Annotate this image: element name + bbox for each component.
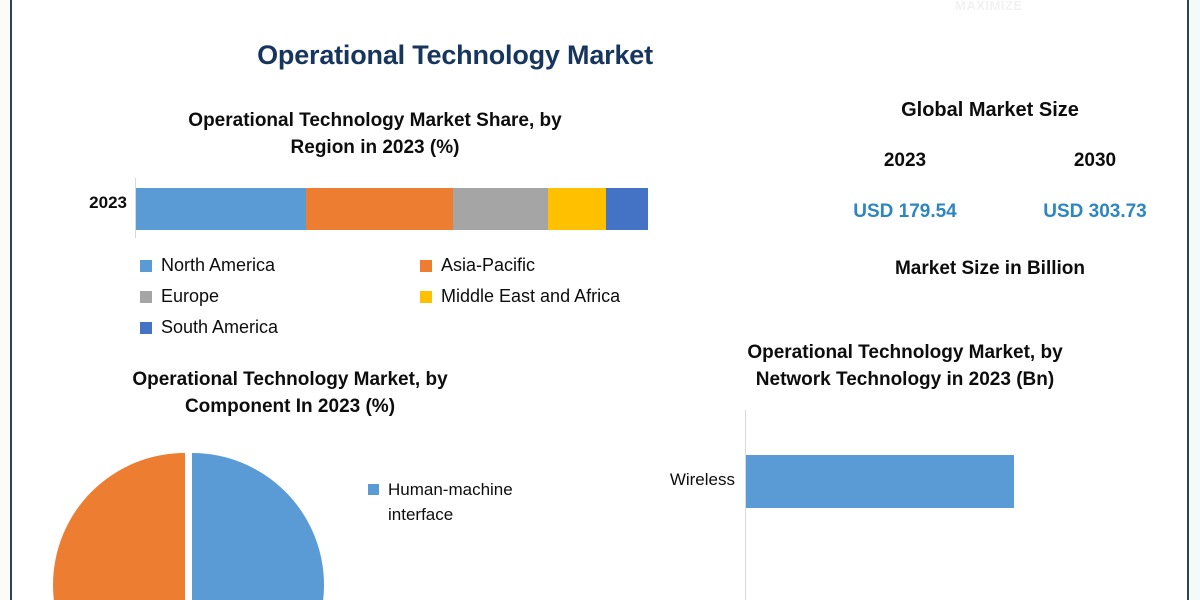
frame-wash-left [0,0,10,600]
bar-segment-europe[interactable] [453,188,548,230]
frame-wash-right [1189,0,1200,600]
legend-item-north-america[interactable]: North America [140,250,420,281]
page-title: Operational Technology Market [257,40,653,70]
legend-item-europe[interactable]: Europe [140,281,420,312]
component-pie-legend[interactable]: Human-machine interface [368,478,578,527]
legend-label: Asia-Pacific [441,255,536,275]
frame-border-right [1187,0,1189,600]
region-share-chart-title: Operational Technology Market Share, by … [95,108,655,162]
network-technology-chart-title: Operational Technology Market, by Networ… [640,340,1170,394]
region-share-y-axis [135,178,136,238]
region-share-title-line1: Operational Technology Market Share, by [188,110,562,131]
watermark-ghost-text: MAXIMIZE [955,0,1023,13]
region-share-stacked-bar [136,188,648,230]
global-market-size-unit-note: Market Size in Billion [894,258,1086,279]
bar-segment-north-america[interactable] [136,188,306,230]
global-market-size-value-base: USD 179.54 [853,201,957,222]
bar-segment-middle-east-and-africa[interactable] [548,188,606,230]
global-market-size-heading: Global Market Size [901,99,1079,121]
region-share-title-line2: Region in 2023 (%) [290,136,460,158]
frame-border-left [10,0,12,600]
network-technology-title-line2: Network Technology in 2023 (Bn) [755,368,1055,390]
network-technology-category-label: Wireless [669,470,735,489]
region-share-plot-area [135,178,648,238]
global-market-size-year-base: 2023 [883,150,927,171]
legend-swatch-icon [368,484,379,495]
network-technology-title-line1: Operational Technology Market, by [747,342,1063,363]
component-pie-chart [40,440,340,600]
legend-swatch-icon [420,259,432,272]
legend-label: Human-machine interface [388,480,513,524]
legend-swatch-icon [140,290,152,303]
legend-item-south-america[interactable]: South America [140,312,420,343]
component-pie-svg [53,453,324,600]
legend-label: South America [161,317,279,337]
legend-item-middle-east-and-africa[interactable]: Middle East and Africa [420,281,700,312]
legend-label: Europe [161,286,220,306]
component-pie-chart-title: Operational Technology Market, by Compon… [45,367,535,421]
component-pie-title-line2: Component In 2023 (%) [184,395,396,417]
pie-slice-human-machine-interface[interactable] [192,453,324,600]
global-market-size-year-forecast: 2030 [1073,150,1117,171]
legend-label: North America [161,255,276,275]
region-share-legend: North America Asia-Pacific Europe Middle… [140,250,700,343]
legend-swatch-icon [140,259,152,272]
legend-swatch-icon [420,290,432,303]
legend-label: Middle East and Africa [441,286,621,306]
component-pie-title-line1: Operational Technology Market, by [132,369,448,390]
legend-swatch-icon [140,321,152,334]
bar-wireless[interactable] [746,455,1014,508]
pie-slice-other-components[interactable] [53,453,185,600]
network-technology-y-axis [745,410,746,600]
region-share-category-label: 2023 [89,193,127,212]
bar-segment-asia-pacific[interactable] [306,188,453,230]
global-market-size-value-forecast: USD 303.73 [1043,201,1147,222]
bar-segment-south-america[interactable] [606,188,648,230]
legend-item-asia-pacific[interactable]: Asia-Pacific [420,250,700,281]
network-technology-plot-area [745,410,1165,600]
